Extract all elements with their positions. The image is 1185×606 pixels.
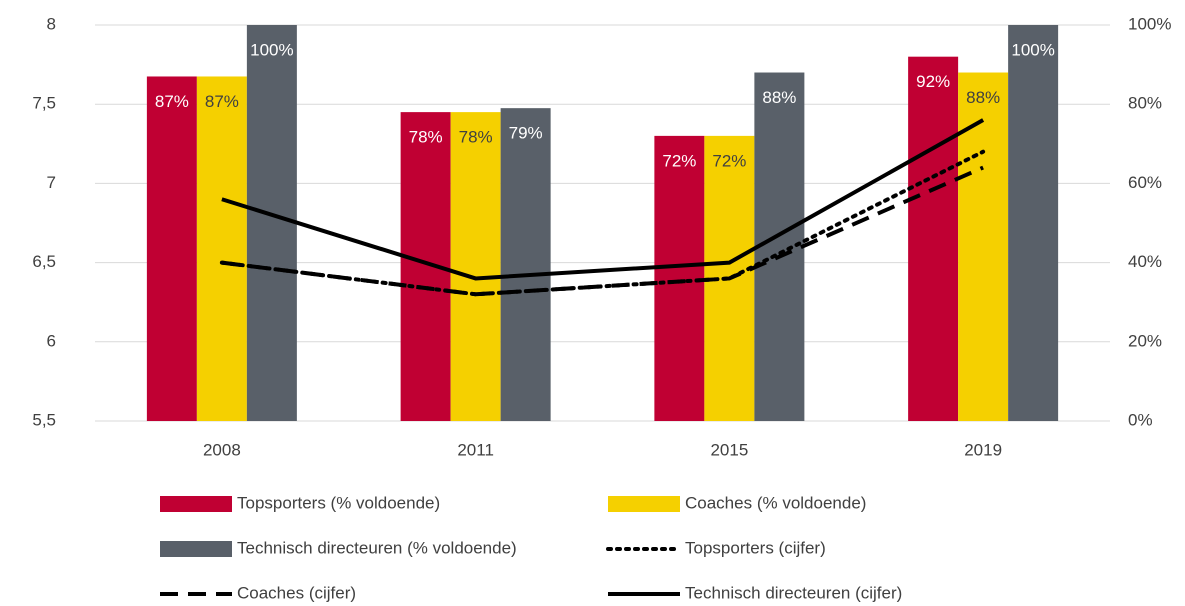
data-label: 72% xyxy=(662,151,696,170)
data-label: 87% xyxy=(155,92,189,111)
line xyxy=(221,165,984,297)
data-label: 100% xyxy=(1011,40,1054,59)
bar xyxy=(196,76,247,421)
data-label: 79% xyxy=(509,124,543,143)
legend-label: Coaches (cijfer) xyxy=(237,583,356,602)
x-tick-label: 2015 xyxy=(710,440,748,459)
y-tick-label: 5,5 xyxy=(32,410,56,429)
data-label: 92% xyxy=(916,72,950,91)
legend-label: Topsporters (% voldoende) xyxy=(237,493,440,512)
bar xyxy=(246,25,297,421)
y2-tick-label: 100% xyxy=(1128,14,1171,33)
line xyxy=(221,118,985,281)
y2-tick-label: 40% xyxy=(1128,252,1162,271)
legend-swatch xyxy=(160,541,232,557)
y2-tick-label: 0% xyxy=(1128,410,1153,429)
legend-label: Technisch directeuren (cijfer) xyxy=(685,583,902,602)
data-label: 78% xyxy=(459,128,493,147)
y2-tick-label: 20% xyxy=(1128,331,1162,350)
x-tick-label: 2011 xyxy=(457,440,494,459)
bar xyxy=(958,72,1009,422)
data-label: 88% xyxy=(762,88,796,107)
y2-tick-label: 60% xyxy=(1128,173,1162,192)
legend-swatch xyxy=(160,496,232,512)
data-label: 72% xyxy=(712,151,746,170)
y-tick-label: 7,5 xyxy=(32,94,56,113)
bar xyxy=(500,108,551,421)
data-label: 87% xyxy=(205,92,239,111)
line xyxy=(219,149,986,297)
bar xyxy=(146,76,197,421)
bar xyxy=(450,112,501,422)
y-tick-label: 8 xyxy=(47,14,56,33)
y-tick-label: 6,5 xyxy=(32,252,56,271)
legend-swatch xyxy=(608,496,680,512)
legend-label: Coaches (% voldoende) xyxy=(685,493,866,512)
y-tick-label: 7 xyxy=(47,173,56,192)
x-tick-label: 2019 xyxy=(964,440,1002,459)
data-label: 100% xyxy=(250,40,293,59)
y2-tick-label: 80% xyxy=(1128,94,1162,113)
legend-label: Technisch directeuren (% voldoende) xyxy=(237,538,517,557)
x-tick-label: 2008 xyxy=(203,440,241,459)
bar xyxy=(908,56,959,422)
y-tick-label: 6 xyxy=(47,331,56,350)
data-label: 88% xyxy=(966,88,1000,107)
data-label: 78% xyxy=(409,128,443,147)
bar xyxy=(654,135,705,421)
legend-label: Topsporters (cijfer) xyxy=(685,538,826,557)
bar xyxy=(1008,25,1059,421)
